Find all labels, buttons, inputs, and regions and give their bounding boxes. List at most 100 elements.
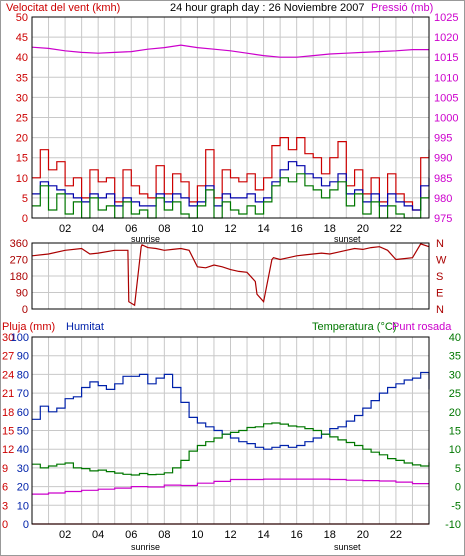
- humidity-tick-label: 20: [17, 482, 29, 494]
- panel3-grid: [32, 337, 429, 524]
- pressure-tick-label: 990: [434, 153, 452, 165]
- pressure-tick-label: 985: [434, 173, 452, 185]
- panel2-grid: [32, 243, 429, 309]
- panel1-ticks: 0510152025303540455097598098599099510001…: [16, 12, 459, 225]
- x-tick-label: 22: [390, 223, 402, 235]
- rain-tick-label: 12: [2, 444, 14, 456]
- direction-tick-label: 180: [10, 271, 28, 283]
- wind-tick-label: 5: [22, 193, 28, 205]
- x-tick-label: 20: [357, 529, 369, 541]
- panel1-series: [31, 44, 430, 219]
- humidity-tick-label: 30: [17, 463, 29, 475]
- panel3-plot-frame: [31, 336, 430, 525]
- pressure-tick-label: 995: [434, 133, 452, 145]
- avg-wind-series: [32, 161, 430, 211]
- rain-tick-label: 6: [2, 482, 8, 494]
- wind-tick-label: 35: [16, 72, 28, 84]
- compass-tick-label: E: [436, 288, 443, 300]
- humidity-tick-label: 90: [17, 351, 29, 363]
- panel3-sunset-label: sunset: [334, 542, 361, 552]
- temperature-tick-label: 0: [455, 482, 461, 494]
- x-tick-label: 12: [224, 223, 236, 235]
- pressure-tick-label: 975: [434, 213, 452, 225]
- rain-tick-label: 21: [2, 388, 14, 400]
- wind-min-series: [32, 173, 430, 219]
- wind-speed-axis-label: Velocitat del vent (kmh): [6, 2, 120, 14]
- rain-tick-label: 0: [2, 519, 8, 531]
- direction-tick-label: 90: [16, 288, 28, 300]
- temperature-tick-label: 35: [449, 351, 461, 363]
- pressure-tick-label: 980: [434, 193, 452, 205]
- compass-tick-label: S: [436, 271, 443, 283]
- wind-tick-label: 40: [16, 52, 28, 64]
- compass-tick-label: N: [436, 238, 444, 250]
- wind-tick-label: 20: [16, 133, 28, 145]
- panel1-grid: [32, 17, 429, 218]
- panel1-sunset-label: sunset: [334, 234, 361, 244]
- wind-tick-label: 50: [16, 12, 28, 24]
- wind-tick-label: 10: [16, 173, 28, 185]
- x-tick-label: 10: [191, 223, 203, 235]
- humidity-tick-label: 10: [17, 500, 29, 512]
- x-tick-label: 02: [59, 223, 71, 235]
- temperature-series: [32, 422, 430, 476]
- wind-tick-label: 15: [16, 153, 28, 165]
- panel1-plot-frame: [31, 16, 430, 219]
- temperature-tick-label: 20: [449, 407, 461, 419]
- panel2-plot-frame: [31, 242, 430, 310]
- pressure-tick-label: 1000: [434, 113, 458, 125]
- x-tick-label: 04: [92, 223, 104, 235]
- compass-tick-label: W: [436, 255, 447, 267]
- x-tick-label: 02: [59, 529, 71, 541]
- x-tick-label: 18: [324, 529, 336, 541]
- temperature-tick-label: -5: [451, 500, 461, 512]
- x-tick-label: 08: [158, 223, 170, 235]
- pressure-tick-label: 1010: [434, 72, 458, 84]
- rain-tick-label: 3: [2, 500, 8, 512]
- temperature-tick-label: 40: [449, 332, 461, 344]
- dewpoint-series: [32, 478, 429, 495]
- x-tick-label: 04: [92, 529, 104, 541]
- temperature-tick-label: 15: [449, 426, 461, 438]
- temperature-axis-label: Temperatura (°C): [312, 321, 396, 333]
- panel3-ticks: 0369121518212427300102030405060708090100…: [2, 332, 461, 531]
- rain-tick-label: 9: [2, 463, 8, 475]
- graph-title: 24 hour graph day : 26 Noviembre 2007: [170, 2, 364, 14]
- compass-tick-label: N: [436, 304, 444, 316]
- rain-axis-label: Pluja (mm): [2, 321, 55, 333]
- direction-tick-label: 0: [22, 304, 28, 316]
- x-tick-label: 08: [158, 529, 170, 541]
- x-tick-label: 06: [125, 223, 137, 235]
- x-tick-label: 12: [224, 529, 236, 541]
- wind-direction-series: [31, 243, 430, 307]
- pressure-tick-label: 1005: [434, 92, 458, 104]
- direction-tick-label: 270: [10, 255, 28, 267]
- x-tick-label: 14: [257, 223, 269, 235]
- pressure-series: [31, 44, 429, 58]
- pressure-tick-label: 1025: [434, 12, 458, 24]
- panel2-series: [31, 243, 430, 307]
- rain-tick-label: 15: [2, 426, 14, 438]
- rain-tick-label: 18: [2, 407, 14, 419]
- temperature-tick-label: 5: [455, 463, 461, 475]
- temperature-tick-label: -10: [445, 519, 461, 531]
- dewpoint-axis-label: Punt rosada: [392, 321, 452, 333]
- x-tick-label: 14: [257, 529, 269, 541]
- humidity-tick-label: 0: [23, 519, 29, 531]
- x-tick-label: 10: [191, 529, 203, 541]
- rain-tick-label: 24: [2, 369, 14, 381]
- humidity-tick-label: 50: [17, 426, 29, 438]
- panel3-sunrise-label: sunrise: [131, 542, 160, 552]
- humidity-tick-label: 40: [17, 444, 29, 456]
- wind-tick-label: 45: [16, 32, 28, 44]
- pressure-axis-label: Pressió (mb): [371, 2, 433, 14]
- panel1-sunrise-label: sunrise: [131, 234, 160, 244]
- x-tick-label: 06: [125, 529, 137, 541]
- humidity-tick-label: 80: [17, 369, 29, 381]
- humidity-tick-label: 70: [17, 388, 29, 400]
- pressure-tick-label: 1015: [434, 52, 458, 64]
- rain-tick-label: 27: [2, 351, 14, 363]
- humidity-axis-label: Humitat: [66, 321, 104, 333]
- x-tick-label: 22: [390, 529, 402, 541]
